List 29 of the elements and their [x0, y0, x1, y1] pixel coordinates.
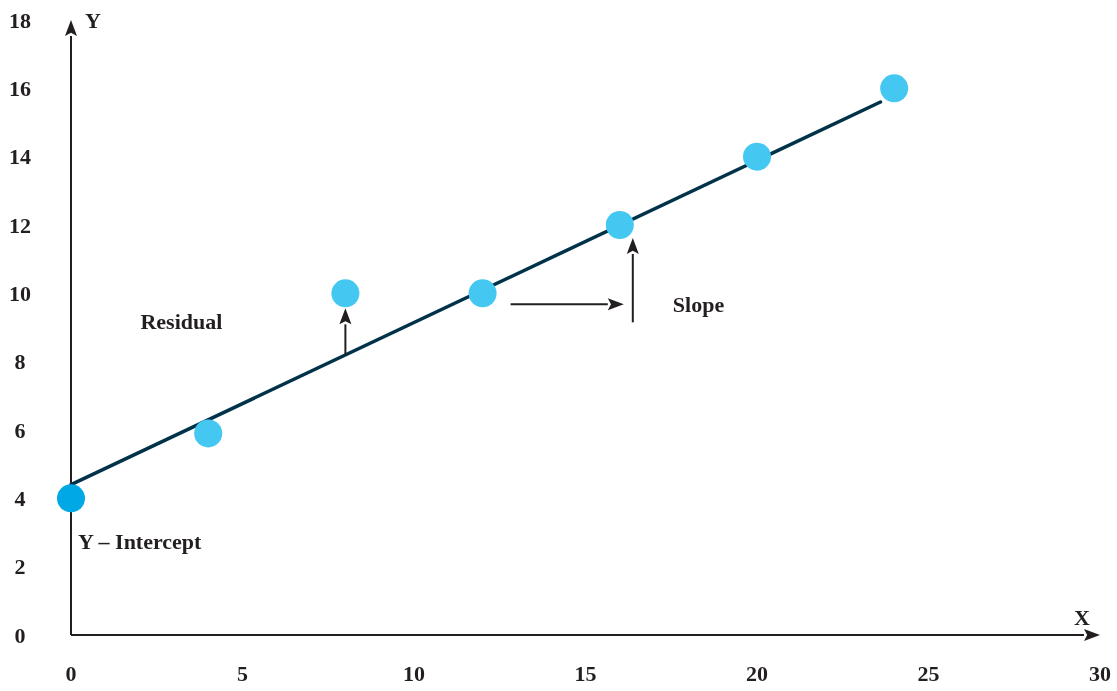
point — [331, 279, 360, 308]
point — [194, 419, 223, 448]
annotation: Y – Intercept — [78, 529, 203, 555]
point — [880, 74, 909, 103]
x-tick-label: 5 — [237, 661, 248, 686]
point — [57, 484, 85, 513]
y-axis-title: Y — [85, 7, 102, 33]
y-tick-label: 18 — [9, 7, 31, 33]
annotation: Residual — [140, 309, 223, 335]
y-tick-label: 10 — [9, 281, 31, 307]
point — [468, 279, 497, 308]
y-tick-label: 4 — [14, 486, 26, 512]
y-tick-label: 2 — [14, 554, 26, 580]
y-tick-label: 16 — [9, 76, 31, 102]
x-axis-title: X — [1074, 605, 1091, 630]
x-tick-label: 25 — [917, 661, 940, 686]
y-tick-label: 6 — [14, 417, 26, 443]
y-tick-label: 8 — [14, 349, 26, 375]
x-tick-label: 20 — [746, 661, 768, 686]
point — [605, 211, 634, 239]
annotation: Slope — [672, 292, 725, 318]
x-tick-label: 10 — [403, 661, 425, 686]
point — [743, 142, 771, 171]
y-tick-label: 14 — [9, 144, 31, 170]
x-tick-label: 0 — [65, 661, 77, 686]
x-tick-label: 30 — [1089, 661, 1111, 686]
y-tick-label: 0 — [14, 622, 26, 648]
y-tick-label: 12 — [9, 212, 31, 238]
x-tick-label: 15 — [574, 661, 597, 686]
